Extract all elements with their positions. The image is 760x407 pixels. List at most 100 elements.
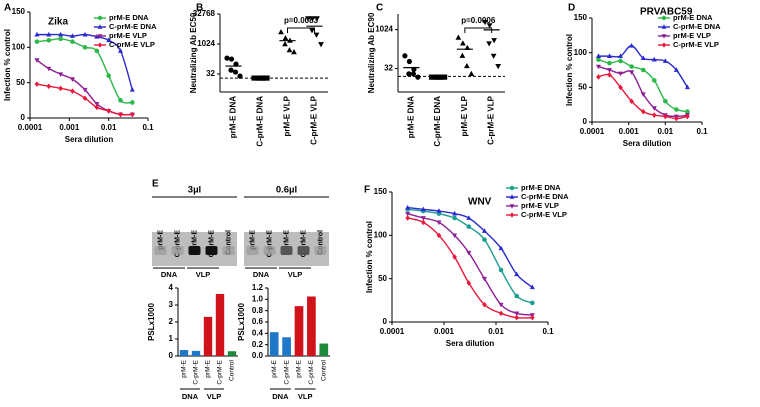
x-tick-label: 0.001 <box>619 127 640 136</box>
lane-label: C-prM-E <box>300 230 307 258</box>
legend-marker <box>509 204 515 209</box>
x-tick-label: 0.01 <box>488 327 504 336</box>
lane-label: prM-E <box>283 230 290 250</box>
data-point <box>228 67 234 73</box>
y-axis-label: Neutralizing Ab EC90 <box>367 12 376 93</box>
x-tick-label: prM-E DNA <box>229 96 238 138</box>
x-tick-label: C-prM-E VLP <box>310 95 319 145</box>
data-point <box>490 53 497 59</box>
data-point <box>34 39 40 44</box>
x-tick-label: C-prM-E DNA <box>256 96 265 147</box>
x-axis-label: Sera dilution <box>65 135 114 144</box>
data-point <box>651 78 657 83</box>
data-point <box>663 98 668 104</box>
blot-band <box>246 246 259 255</box>
data-point <box>94 48 100 54</box>
bar <box>215 293 225 356</box>
fit-curve <box>36 59 133 116</box>
y-tick-label: 150 <box>374 187 388 196</box>
x-tick-label: 0.0001 <box>580 127 605 136</box>
x-tick-label: C-prM-E VLP <box>487 95 496 145</box>
legend-label: C-prM-E VLP <box>109 40 155 49</box>
data-point <box>94 102 100 107</box>
x-tick-label: C-prM-E DNA <box>433 96 442 147</box>
data-point <box>481 228 487 233</box>
bar <box>294 306 304 356</box>
y-tick-label: 1.0 <box>252 294 264 303</box>
panel-letter: D <box>568 3 575 14</box>
data-point <box>460 40 466 46</box>
data-point <box>498 302 504 308</box>
data-point <box>498 267 504 273</box>
blot-band <box>263 246 276 255</box>
legend-marker <box>661 42 667 48</box>
data-point <box>233 61 239 67</box>
data-point <box>436 208 442 213</box>
lane-label: C-prM-E <box>174 230 181 258</box>
y-axis-label: PSLx1000 <box>147 303 156 341</box>
x-tick-label: C-prM-E <box>283 359 290 384</box>
x-tick-label: 0.0001 <box>380 327 405 336</box>
data-point <box>514 293 519 299</box>
y-tick-label: 50 <box>378 274 387 283</box>
data-point <box>278 29 284 35</box>
data-point <box>606 53 613 58</box>
lane-label: Control <box>317 230 324 255</box>
data-point <box>595 53 601 58</box>
legend-marker <box>661 34 667 39</box>
data-point <box>640 55 646 61</box>
p-value: p=0.0006 <box>461 16 496 25</box>
data-point <box>640 67 646 73</box>
y-tick-label: 1.2 <box>252 283 264 292</box>
data-point <box>224 55 230 61</box>
y-tick-label: 4 <box>169 283 174 292</box>
blot-band <box>205 246 218 255</box>
data-point <box>629 70 635 75</box>
x-tick-label: Control <box>321 359 328 381</box>
data-point <box>291 49 297 55</box>
data-point <box>436 220 442 226</box>
y-axis-label: Infection % control <box>565 34 574 106</box>
legend-label: prM-E DNA <box>521 183 561 192</box>
group-label: DNA <box>182 392 199 401</box>
data-point <box>663 113 668 120</box>
data-point <box>629 42 635 48</box>
data-point <box>651 56 657 62</box>
x-tick-label: C-prM-E <box>193 359 200 384</box>
bar <box>227 351 237 356</box>
data-point <box>514 271 520 277</box>
data-point <box>130 111 135 118</box>
data-point <box>674 107 679 112</box>
data-point <box>228 56 235 62</box>
data-point <box>498 310 504 317</box>
legend-label: prM-E DNA <box>673 13 713 22</box>
y-tick-label: 100 <box>374 230 388 239</box>
data-point <box>58 36 63 42</box>
fit-curve <box>407 217 533 319</box>
data-point <box>129 86 135 92</box>
legend-marker <box>661 15 667 21</box>
legend-marker <box>97 15 103 21</box>
y-tick-label: 150 <box>12 7 26 16</box>
lane-label: C-prM-E <box>266 230 273 258</box>
legend-label: prM-E VLP <box>521 201 559 210</box>
y-tick-label: 32768 <box>193 9 216 18</box>
data-point <box>70 39 75 44</box>
data-point <box>442 74 448 80</box>
x-tick-label: 0.01 <box>101 123 117 132</box>
x-tick-label: 0.001 <box>59 123 80 132</box>
data-point <box>596 74 601 80</box>
data-point <box>452 233 458 239</box>
blot-band <box>188 246 201 255</box>
data-point <box>498 245 504 251</box>
data-point <box>482 19 488 26</box>
data-point <box>482 237 487 242</box>
data-point <box>530 300 535 306</box>
data-point <box>530 314 535 321</box>
data-point <box>286 47 293 53</box>
blot-band <box>171 246 184 255</box>
y-tick-label: 0.4 <box>252 328 264 337</box>
legend-label: C-prM-E DNA <box>109 22 157 31</box>
data-point <box>421 219 426 226</box>
y-tick-label: 0.6 <box>252 317 264 326</box>
